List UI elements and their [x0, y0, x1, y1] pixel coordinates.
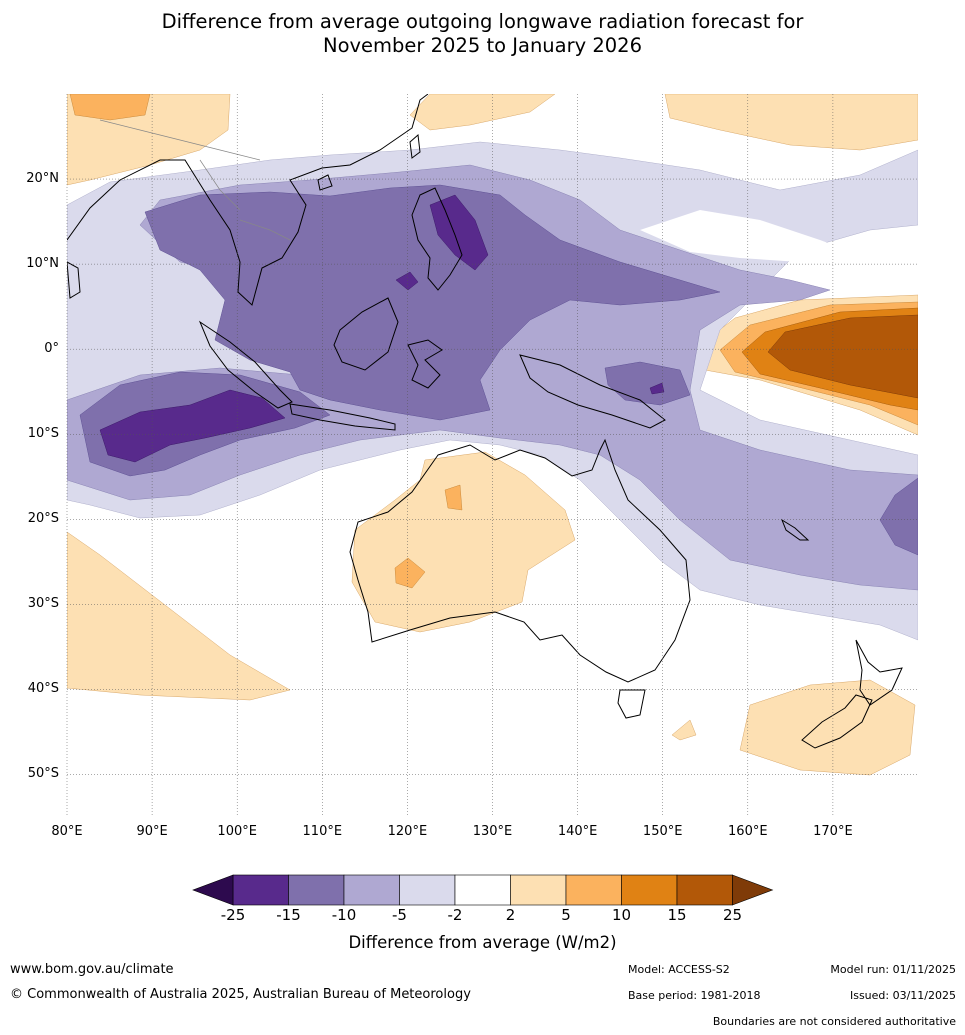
sumatra-coastline — [198, 320, 293, 409]
new-guinea-coastline — [519, 354, 666, 429]
taiwan-coastline — [409, 133, 421, 159]
colorbar-box — [621, 874, 678, 906]
philippines-coastline — [411, 187, 463, 291]
colorbar-tick-label: -2 — [447, 906, 463, 924]
chart-title: Difference from average outgoing longwav… — [0, 10, 965, 58]
lon-label: 170°E — [813, 824, 853, 839]
positive-anomaly-5-kimberley — [444, 484, 463, 511]
lon-label: 120°E — [387, 824, 428, 839]
java-coastline — [289, 403, 396, 431]
colorbar-tick-label: -15 — [276, 906, 301, 924]
new-zealand-south-coastline — [801, 694, 873, 749]
colorbar-box — [565, 874, 622, 906]
sulawesi-coastline — [407, 339, 443, 389]
model-run-date: Model run: 01/11/2025 — [830, 963, 956, 976]
negative-anomaly-15-png — [649, 382, 665, 395]
colorbar-tick-label: 25 — [722, 906, 743, 924]
colorbar-tick-label: 2 — [505, 906, 516, 924]
website-link[interactable]: www.bom.gov.au/climate — [10, 962, 174, 977]
positive-anomaly-south-indian — [67, 531, 291, 701]
negative-anomaly-10-maritime — [144, 184, 721, 421]
positive-anomaly-5-north — [69, 94, 151, 121]
tasmania-coastline — [617, 689, 646, 719]
positive-anomaly-tasman — [671, 719, 697, 741]
negative-anomaly-15-sulu — [395, 271, 419, 291]
australia-coastline — [349, 438, 691, 683]
lon-label: 100°E — [217, 824, 257, 839]
colorbar-box — [232, 874, 289, 906]
colorbar-box — [676, 874, 733, 906]
lat-label: 10°S — [27, 426, 59, 442]
title-line-2: November 2025 to January 2026 — [323, 34, 642, 57]
boundaries-disclaimer: Boundaries are not considered authoritat… — [712, 1015, 956, 1028]
borneo-coastline — [333, 297, 399, 371]
lon-label: 90°E — [136, 824, 168, 839]
colorbar-box — [343, 874, 400, 906]
lat-label: 10°N — [26, 256, 59, 272]
gridlines — [66, 94, 918, 817]
colorbar-box — [454, 874, 511, 906]
hainan-coastline — [317, 174, 333, 191]
lon-label: 140°E — [557, 824, 598, 839]
positive-anomaly-north-pacific — [664, 94, 918, 151]
model-name: Model: ACCESS-S2 — [628, 963, 730, 976]
country-borders — [99, 119, 291, 241]
lon-label: 160°E — [728, 824, 768, 839]
lat-label: 0° — [44, 341, 59, 357]
colorbar-tick-label: 10 — [611, 906, 632, 924]
asia-mainland-coastline — [67, 94, 429, 306]
lat-label: 30°S — [27, 596, 59, 612]
lon-label: 110°E — [302, 824, 343, 839]
lon-label: 130°E — [472, 824, 513, 839]
colorbar-box — [510, 874, 567, 906]
colorbar-label: Difference from average (W/m2) — [348, 933, 617, 952]
new-caledonia-coastline — [780, 518, 810, 541]
negative-anomaly-10-png — [604, 361, 691, 406]
negative-anomaly-pacific-gap-fill — [640, 210, 918, 288]
negative-anomaly-10-coral-sea — [879, 477, 918, 556]
lat-label: 20°S — [27, 511, 59, 527]
lat-label: 40°S — [27, 681, 59, 697]
copyright-text: © Commonwealth of Australia 2025, Austra… — [10, 987, 471, 1002]
positive-anomaly-5-wa — [394, 557, 426, 589]
positive-anomaly-japan — [409, 94, 556, 131]
colorbar-tick-label: -5 — [392, 906, 407, 924]
lon-label: 150°E — [642, 824, 683, 839]
colorbar-tick-label: 15 — [667, 906, 687, 924]
lat-label: 20°N — [26, 171, 59, 187]
colorbar-over-arrow — [732, 874, 774, 906]
colorbar-box — [288, 874, 345, 906]
new-zealand-north-coastline — [855, 639, 903, 706]
positive-anomaly-15-pacific — [767, 314, 918, 399]
colorbar-tick-label: 5 — [561, 906, 571, 924]
colorbar-box — [399, 874, 456, 906]
negative-anomaly-15-philippines — [429, 194, 489, 271]
coastlines — [67, 94, 903, 749]
positive-anomaly-australia — [351, 451, 576, 633]
sri-lanka-coastline — [67, 261, 81, 299]
colorbar-tick-label: -10 — [331, 906, 357, 924]
title-line-1: Difference from average outgoing longwav… — [161, 10, 804, 33]
negative-anomaly-15-indian-ocean — [99, 389, 286, 463]
lon-label: 80°E — [51, 824, 83, 839]
colorbar-tick-label: -25 — [220, 906, 246, 924]
colorbar-boxes — [192, 874, 774, 906]
issued-date: Issued: 03/11/2025 — [849, 989, 956, 1002]
colorbar-under-arrow — [192, 874, 234, 906]
lat-label: 50°S — [27, 766, 59, 782]
base-period: Base period: 1981-2018 — [628, 989, 761, 1002]
